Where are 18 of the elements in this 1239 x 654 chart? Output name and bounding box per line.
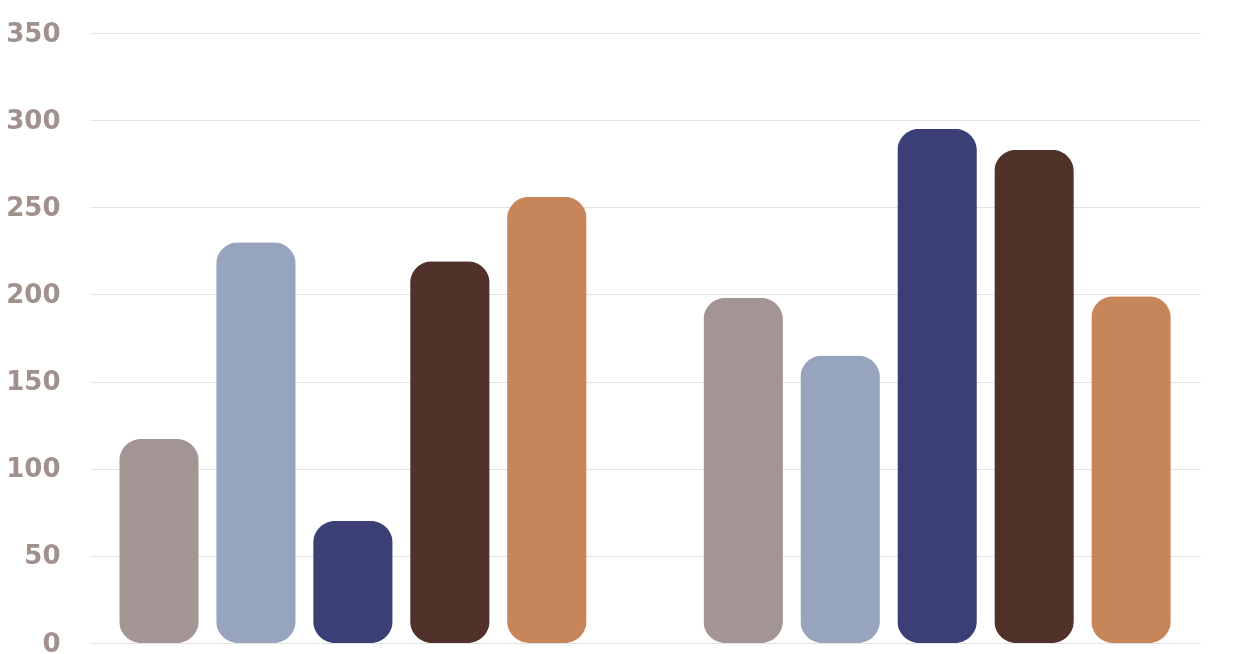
y-tick-label: 100 bbox=[6, 453, 61, 484]
y-tick-label: 200 bbox=[6, 278, 61, 309]
y-tick-label: 300 bbox=[6, 104, 61, 135]
bar bbox=[1091, 296, 1171, 643]
y-tick-label: 0 bbox=[42, 627, 61, 654]
bar bbox=[216, 242, 296, 643]
y-tick-label: 350 bbox=[6, 17, 61, 48]
bar bbox=[507, 196, 587, 643]
y-tick-label: 250 bbox=[6, 191, 61, 222]
bar bbox=[410, 261, 490, 643]
y-tick-label: 150 bbox=[6, 366, 61, 397]
bar bbox=[897, 128, 977, 643]
y-tick-label: 50 bbox=[24, 540, 61, 571]
bar bbox=[994, 149, 1074, 643]
bar bbox=[119, 439, 199, 643]
bar bbox=[800, 355, 880, 643]
bar bbox=[313, 521, 393, 643]
bar bbox=[703, 297, 783, 643]
